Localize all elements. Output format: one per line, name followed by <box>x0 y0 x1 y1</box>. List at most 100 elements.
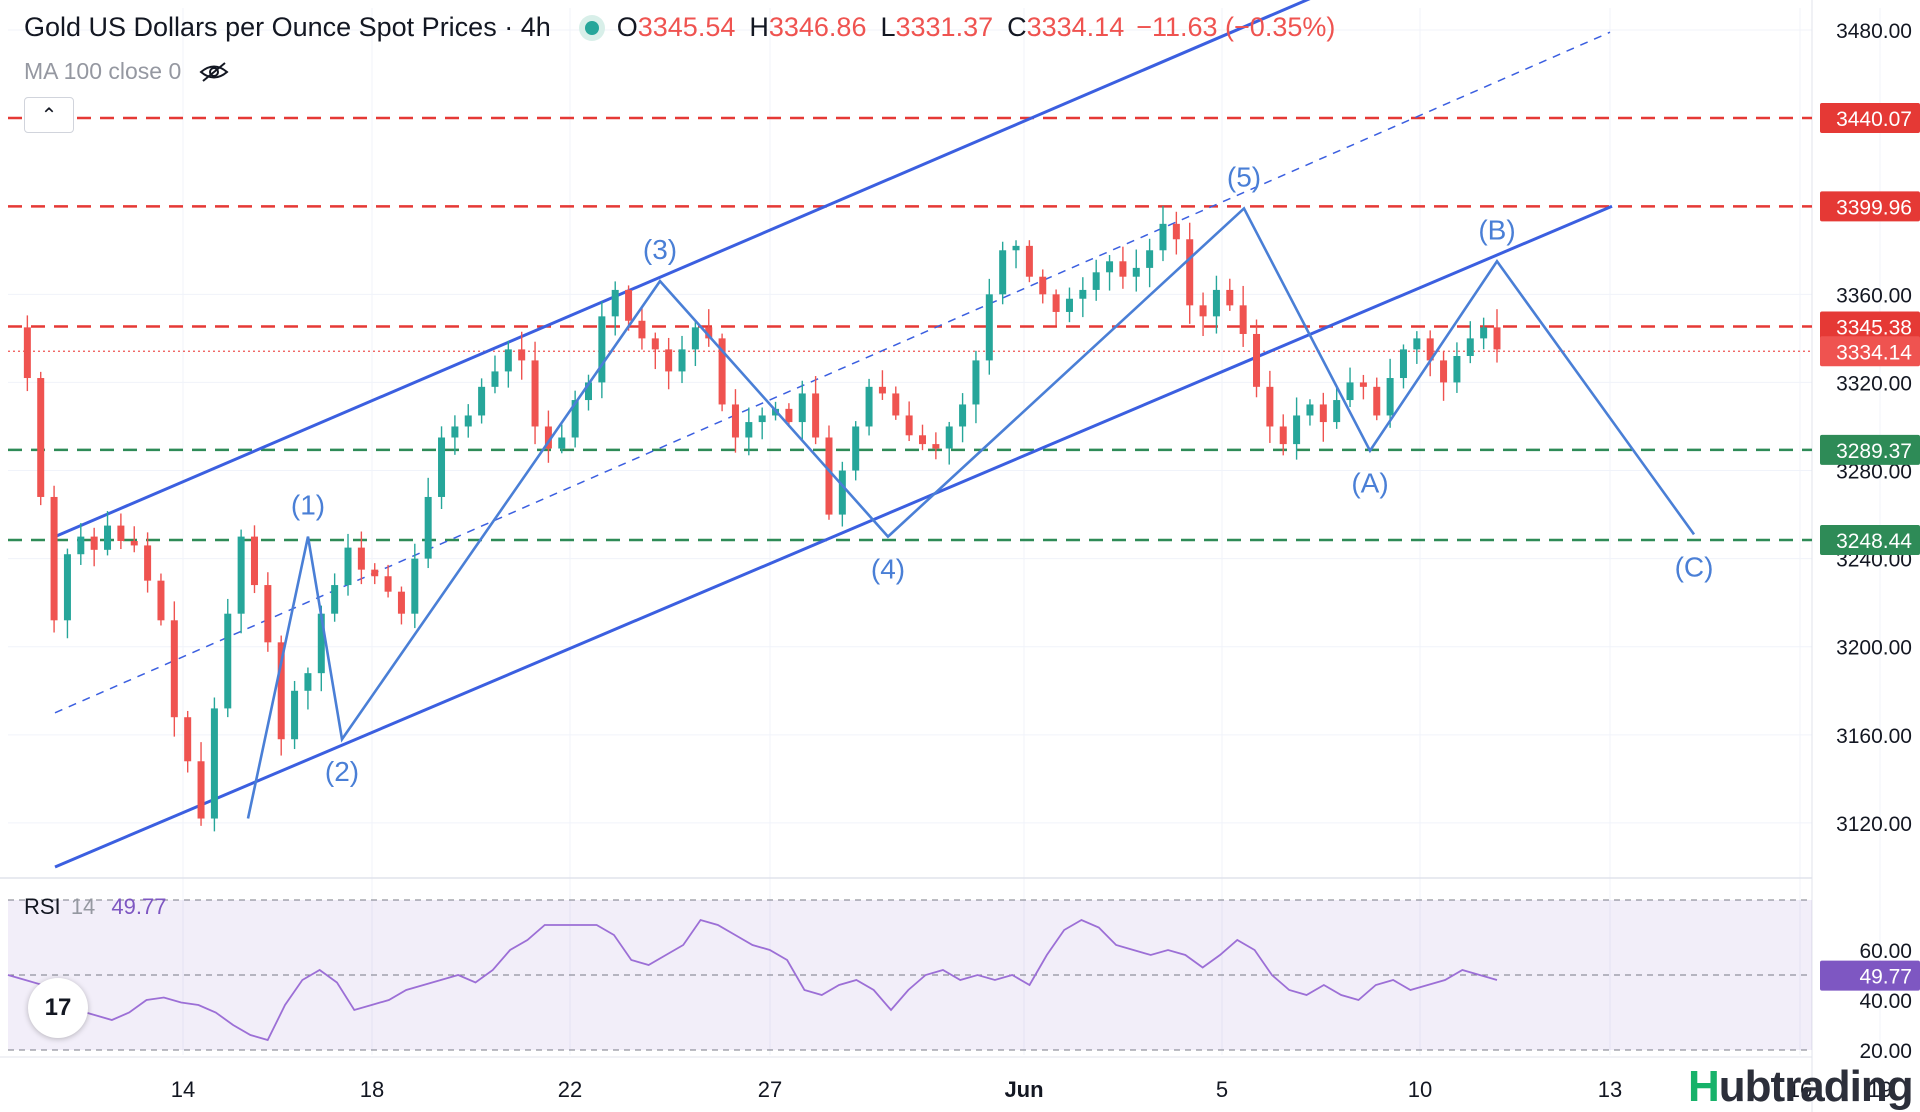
time-tick-label-2: 22 <box>558 1077 582 1102</box>
grid <box>0 0 1881 1112</box>
channel-mid-line <box>54 31 1611 714</box>
candle-body-69 <box>932 444 940 449</box>
rsi-tick-label-0: 60.00 <box>1859 940 1912 963</box>
candle-body-87 <box>1172 223 1180 240</box>
candle-body-100 <box>1346 382 1354 401</box>
candle-body-19 <box>264 585 272 643</box>
candle-body-99 <box>1333 400 1341 423</box>
candle-body-32 <box>438 437 446 497</box>
rsi-band <box>8 899 1812 1051</box>
candle-body-38 <box>518 349 526 361</box>
wave-label-2: (3) <box>643 234 677 265</box>
candle-body-65 <box>878 386 886 394</box>
candle-body-39 <box>531 360 539 427</box>
wave-label-4: (5) <box>1227 161 1261 192</box>
candle-body-31 <box>424 496 432 559</box>
candle-body-6 <box>90 536 98 550</box>
indicator-legend[interactable]: MA 100 close 0 <box>24 58 229 85</box>
candle-body-56 <box>758 415 766 423</box>
time-tick-label-6: 10 <box>1408 1077 1432 1102</box>
wave-label-6: (B) <box>1478 214 1515 245</box>
time-tick-label-7: 13 <box>1598 1077 1622 1102</box>
rsi-legend[interactable]: RSI 14 49.77 <box>24 894 166 920</box>
candle-body-59 <box>798 393 806 423</box>
collapse-legend-button[interactable]: ⌃ <box>24 97 74 133</box>
low-value: 3331.37 <box>895 12 994 42</box>
candle-body-103 <box>1386 378 1394 416</box>
candle-body-25 <box>344 547 352 586</box>
candle-body-98 <box>1319 404 1327 423</box>
candle-body-36 <box>491 371 499 387</box>
candle-body-37 <box>504 349 512 372</box>
candle-body-21 <box>291 690 299 740</box>
time-tick-label-0: 14 <box>171 1077 195 1102</box>
candle-body-74 <box>999 250 1007 295</box>
candle-body-90 <box>1212 289 1220 317</box>
candle-body-17 <box>237 536 245 614</box>
time-tick-label-9: 19 <box>1868 1077 1892 1102</box>
candle-body-53 <box>718 338 726 405</box>
candle-body-61 <box>825 437 833 515</box>
eye-hidden-icon[interactable] <box>199 61 229 83</box>
candle-body-83 <box>1119 261 1127 277</box>
candle-body-60 <box>812 393 820 438</box>
tradingview-logo[interactable]: 17 <box>28 978 88 1038</box>
price-tick-label-1: 3160.00 <box>1836 725 1912 748</box>
level-badge-label-3: 3289.37 <box>1836 440 1912 463</box>
rsi-value: 49.77 <box>111 894 167 919</box>
candle-body-108 <box>1453 356 1461 383</box>
candle-body-33 <box>451 426 459 438</box>
chart-header: Gold US Dollars per Ounce Spot Prices · … <box>24 12 1335 43</box>
candle-body-12 <box>170 620 178 718</box>
candle-body-68 <box>919 435 927 445</box>
candle-body-49 <box>665 349 673 372</box>
candle-body-11 <box>157 580 165 621</box>
candle-body-66 <box>892 393 900 416</box>
candle-body-8 <box>117 525 125 542</box>
high-label: H <box>749 12 769 42</box>
wave-label-5: (A) <box>1351 468 1388 499</box>
candle-body-54 <box>731 404 739 438</box>
wave-label-3: (4) <box>871 554 905 585</box>
candle-body-63 <box>852 426 860 471</box>
candle-body-89 <box>1199 305 1207 317</box>
candle-body-34 <box>464 415 472 427</box>
price-tick-label-2: 3200.00 <box>1836 637 1912 660</box>
candle-body-2 <box>37 378 45 497</box>
candle-body-102 <box>1373 386 1381 416</box>
candle-body-109 <box>1466 338 1474 356</box>
candle-body-78 <box>1052 294 1060 312</box>
candle-body-47 <box>638 320 646 339</box>
close-value: 3334.14 <box>1026 12 1125 42</box>
candle-body-7 <box>104 525 112 550</box>
wave-path <box>246 206 1696 819</box>
rsi-period: 14 <box>70 894 96 919</box>
candle-body-107 <box>1440 360 1448 383</box>
candle-body-106 <box>1426 338 1434 361</box>
time-tick-label-8: 16 <box>1788 1077 1812 1102</box>
level-badge-label-0: 3440.07 <box>1836 108 1912 131</box>
rsi-line <box>7 918 1498 1042</box>
candle-body-51 <box>691 327 699 350</box>
level-badge-label-1: 3399.96 <box>1836 196 1912 219</box>
candle-body-76 <box>1025 245 1033 277</box>
candle-body-97 <box>1306 404 1314 416</box>
chevron-up-icon: ⌃ <box>40 104 58 127</box>
candle-body-30 <box>411 558 419 614</box>
candle-body-92 <box>1239 305 1247 334</box>
candle-body-43 <box>584 382 592 401</box>
candle-body-18 <box>250 536 258 586</box>
candle-body-94 <box>1266 386 1274 427</box>
candle-body-9 <box>130 541 138 546</box>
candle-body-91 <box>1226 289 1234 306</box>
candle-body-62 <box>838 470 846 515</box>
candle-body-79 <box>1065 298 1073 312</box>
close-label: C <box>1007 12 1027 42</box>
candle-body-48 <box>651 338 659 350</box>
candle-body-15 <box>210 708 218 819</box>
elliott-wave-lines: (1) (2) (3) (4) (5) (A) (B) (C) <box>246 161 1714 819</box>
candle-body-46 <box>625 289 633 321</box>
wave-label-7: (C) <box>1675 551 1714 582</box>
wave-label-1: (2) <box>325 756 359 787</box>
